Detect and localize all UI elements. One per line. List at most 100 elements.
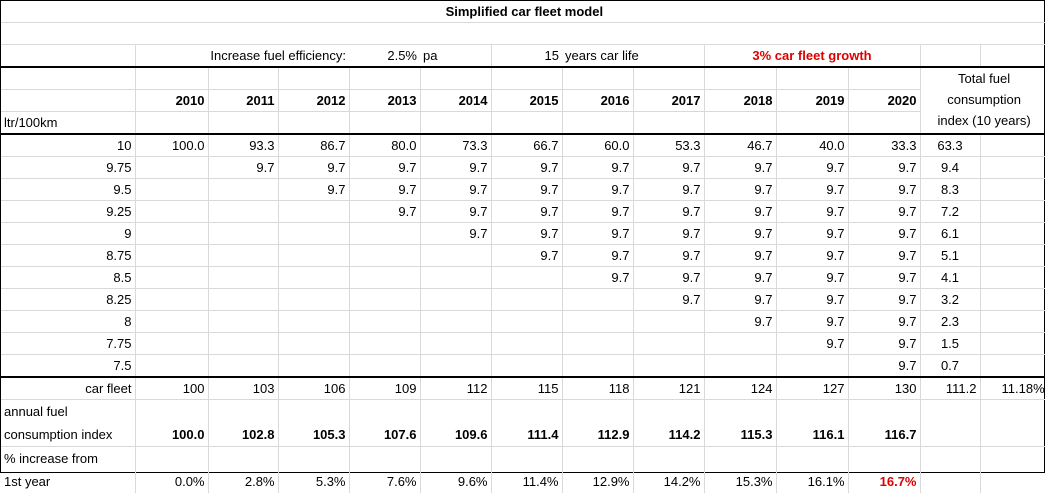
data-cell[interactable] xyxy=(491,267,562,289)
annual-cell[interactable]: 115.3 xyxy=(704,400,776,447)
row-label[interactable]: 8 xyxy=(1,311,135,333)
increase-cell[interactable]: 5.3% xyxy=(278,447,349,493)
data-cell[interactable]: 9.7 xyxy=(491,223,562,245)
annual-cell[interactable]: 105.3 xyxy=(278,400,349,447)
data-cell[interactable] xyxy=(135,355,208,378)
annual-cell[interactable]: 116.1 xyxy=(776,400,848,447)
data-cell[interactable] xyxy=(776,355,848,378)
annual-cell[interactable]: 107.6 xyxy=(349,400,420,447)
data-cell[interactable]: 73.3 xyxy=(420,134,491,157)
data-cell[interactable] xyxy=(208,289,278,311)
data-cell[interactable] xyxy=(562,311,633,333)
year-header[interactable]: 2016 xyxy=(562,90,633,112)
data-cell[interactable]: 9.7 xyxy=(349,157,420,179)
data-cell[interactable]: 9.7 xyxy=(848,289,920,311)
data-cell[interactable]: 9.7 xyxy=(848,157,920,179)
data-cell[interactable]: 9.7 xyxy=(776,245,848,267)
data-cell[interactable]: 80.0 xyxy=(349,134,420,157)
data-cell[interactable] xyxy=(420,245,491,267)
year-header[interactable]: 2017 xyxy=(633,90,704,112)
data-cell[interactable] xyxy=(349,223,420,245)
year-header[interactable]: 2015 xyxy=(491,90,562,112)
annual-cell[interactable]: 102.8 xyxy=(208,400,278,447)
data-cell[interactable] xyxy=(633,355,704,378)
year-header[interactable]: 2019 xyxy=(776,90,848,112)
data-cell[interactable]: 33.3 xyxy=(848,134,920,157)
data-cell[interactable] xyxy=(349,355,420,378)
fleet-cell[interactable]: 112 xyxy=(420,377,491,400)
data-cell[interactable]: 46.7 xyxy=(704,134,776,157)
empty-cell[interactable] xyxy=(980,201,1045,223)
data-cell[interactable]: 9.7 xyxy=(349,179,420,201)
data-cell[interactable]: 9.7 xyxy=(562,223,633,245)
empty-cell[interactable] xyxy=(980,311,1045,333)
row-label[interactable]: 7.75 xyxy=(1,333,135,355)
data-cell[interactable]: 9.7 xyxy=(562,267,633,289)
annual-cell[interactable]: 111.4 xyxy=(491,400,562,447)
fleet-cell[interactable]: 106 xyxy=(278,377,349,400)
data-cell[interactable]: 9.7 xyxy=(420,179,491,201)
data-cell[interactable]: 9.7 xyxy=(776,311,848,333)
data-cell[interactable] xyxy=(704,355,776,378)
data-cell[interactable] xyxy=(208,179,278,201)
data-cell[interactable]: 93.3 xyxy=(208,134,278,157)
row-total[interactable]: 2.3 xyxy=(920,311,980,333)
data-cell[interactable]: 9.7 xyxy=(633,289,704,311)
data-cell[interactable] xyxy=(420,355,491,378)
efficiency-label[interactable]: Increase fuel efficiency: xyxy=(135,45,349,68)
sheet-title[interactable]: Simplified car fleet model xyxy=(1,1,1045,23)
data-cell[interactable] xyxy=(135,179,208,201)
data-cell[interactable] xyxy=(208,333,278,355)
data-cell[interactable] xyxy=(208,201,278,223)
data-cell[interactable] xyxy=(135,245,208,267)
data-cell[interactable]: 100.0 xyxy=(135,134,208,157)
data-cell[interactable]: 9.7 xyxy=(848,267,920,289)
row-label[interactable]: 7.5 xyxy=(1,355,135,378)
data-cell[interactable]: 86.7 xyxy=(278,134,349,157)
data-cell[interactable]: 9.7 xyxy=(208,157,278,179)
data-cell[interactable]: 9.7 xyxy=(704,157,776,179)
fleet-cell[interactable]: 124 xyxy=(704,377,776,400)
fleet-cell[interactable]: 115 xyxy=(491,377,562,400)
year-header[interactable]: 2013 xyxy=(349,90,420,112)
row-total[interactable]: 3.2 xyxy=(920,289,980,311)
row-label[interactable]: 8.5 xyxy=(1,267,135,289)
data-cell[interactable] xyxy=(278,245,349,267)
increase-cell-highlight[interactable]: 16.7% xyxy=(848,447,920,493)
row-label[interactable]: 9 xyxy=(1,223,135,245)
data-cell[interactable]: 9.7 xyxy=(349,201,420,223)
increase-cell[interactable]: 15.3% xyxy=(704,447,776,493)
data-cell[interactable] xyxy=(135,223,208,245)
data-cell[interactable] xyxy=(562,333,633,355)
row-label[interactable]: 8.25 xyxy=(1,289,135,311)
year-header[interactable]: 2010 xyxy=(135,90,208,112)
row-total[interactable]: 4.1 xyxy=(920,267,980,289)
data-cell[interactable] xyxy=(491,355,562,378)
data-cell[interactable]: 9.7 xyxy=(420,201,491,223)
data-cell[interactable] xyxy=(278,333,349,355)
efficiency-value[interactable]: 2.5% xyxy=(349,45,420,68)
fleet-cell[interactable]: 109 xyxy=(349,377,420,400)
row-label[interactable]: 8.75 xyxy=(1,245,135,267)
data-cell[interactable]: 9.7 xyxy=(848,333,920,355)
data-cell[interactable]: 9.7 xyxy=(491,179,562,201)
data-cell[interactable]: 9.7 xyxy=(278,157,349,179)
row-total[interactable]: 5.1 xyxy=(920,245,980,267)
data-cell[interactable] xyxy=(420,311,491,333)
data-cell[interactable]: 9.7 xyxy=(776,289,848,311)
data-cell[interactable] xyxy=(349,267,420,289)
data-cell[interactable]: 66.7 xyxy=(491,134,562,157)
annual-cell[interactable]: 109.6 xyxy=(420,400,491,447)
data-cell[interactable]: 9.7 xyxy=(848,201,920,223)
data-cell[interactable] xyxy=(349,289,420,311)
data-cell[interactable]: 40.0 xyxy=(776,134,848,157)
data-cell[interactable]: 60.0 xyxy=(562,134,633,157)
data-cell[interactable] xyxy=(349,333,420,355)
row-total[interactable]: 1.5 xyxy=(920,333,980,355)
increase-cell[interactable]: 0.0% xyxy=(135,447,208,493)
data-cell[interactable] xyxy=(704,333,776,355)
data-cell[interactable] xyxy=(278,267,349,289)
fleet-growth-label[interactable]: 3% car fleet growth xyxy=(704,45,920,68)
data-cell[interactable]: 9.7 xyxy=(776,157,848,179)
annual-cell[interactable]: 116.7 xyxy=(848,400,920,447)
